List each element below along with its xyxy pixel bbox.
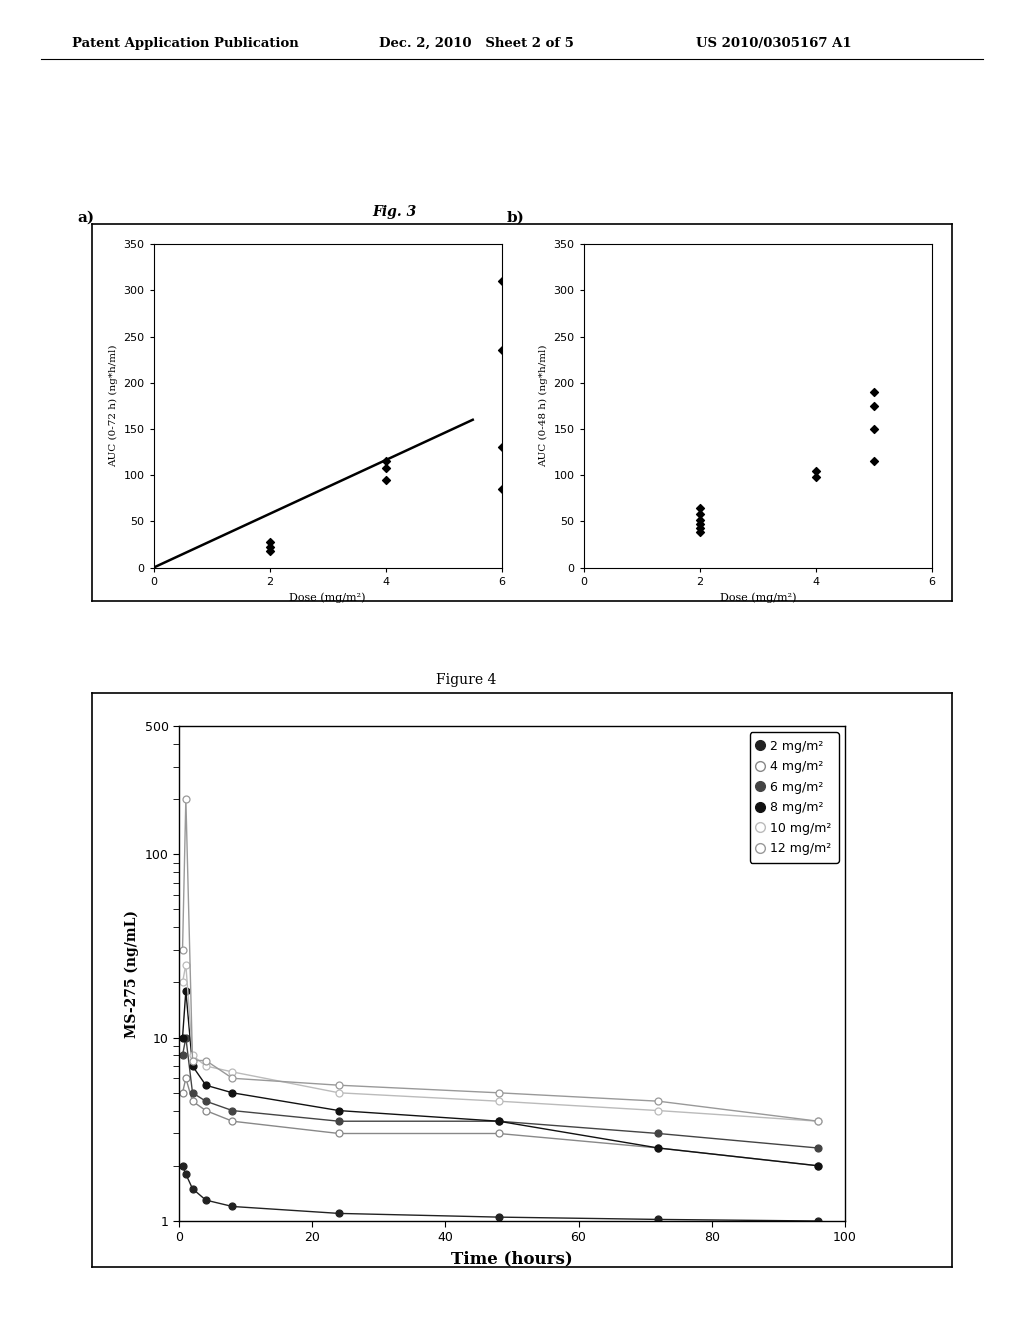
2 mg/m² <box>186 1181 199 1197</box>
12 mg/m² <box>200 1052 212 1068</box>
12 mg/m² <box>493 1085 505 1101</box>
6 mg/m² <box>186 1085 199 1101</box>
6 mg/m² <box>226 1102 239 1118</box>
Line: 4 mg/m²: 4 mg/m² <box>179 1074 821 1170</box>
8 mg/m² <box>652 1140 665 1156</box>
Text: a): a) <box>77 211 94 224</box>
Point <box>865 381 882 403</box>
Text: Dec. 2, 2010   Sheet 2 of 5: Dec. 2, 2010 Sheet 2 of 5 <box>379 37 573 50</box>
Point <box>691 517 708 539</box>
4 mg/m² <box>200 1102 212 1118</box>
Point <box>865 396 882 417</box>
10 mg/m² <box>176 974 188 990</box>
Text: US 2010/0305167 A1: US 2010/0305167 A1 <box>696 37 852 50</box>
4 mg/m² <box>180 1071 193 1086</box>
10 mg/m² <box>186 1048 199 1064</box>
2 mg/m² <box>200 1192 212 1208</box>
8 mg/m² <box>180 983 193 999</box>
Line: 2 mg/m²: 2 mg/m² <box>179 1163 821 1225</box>
Point <box>261 540 278 561</box>
12 mg/m² <box>333 1077 345 1093</box>
Text: b): b) <box>507 211 525 224</box>
X-axis label: Dose (mg/m²): Dose (mg/m²) <box>290 593 366 603</box>
6 mg/m² <box>176 1048 188 1064</box>
2 mg/m² <box>812 1213 824 1229</box>
Point <box>691 521 708 543</box>
Point <box>261 537 278 558</box>
4 mg/m² <box>186 1093 199 1109</box>
12 mg/m² <box>180 791 193 807</box>
6 mg/m² <box>812 1140 824 1156</box>
2 mg/m² <box>652 1212 665 1228</box>
Point <box>494 341 510 362</box>
Point <box>494 437 510 458</box>
6 mg/m² <box>333 1113 345 1129</box>
12 mg/m² <box>226 1071 239 1086</box>
6 mg/m² <box>200 1093 212 1109</box>
Point <box>865 451 882 473</box>
Legend: 2 mg/m², 4 mg/m², 6 mg/m², 8 mg/m², 10 mg/m², 12 mg/m²: 2 mg/m², 4 mg/m², 6 mg/m², 8 mg/m², 10 m… <box>750 733 839 863</box>
12 mg/m² <box>652 1093 665 1109</box>
X-axis label: Time (hours): Time (hours) <box>452 1250 572 1267</box>
4 mg/m² <box>176 1085 188 1101</box>
Line: 10 mg/m²: 10 mg/m² <box>179 961 821 1125</box>
8 mg/m² <box>493 1113 505 1129</box>
Point <box>378 451 394 473</box>
8 mg/m² <box>333 1102 345 1118</box>
6 mg/m² <box>652 1126 665 1142</box>
Line: 6 mg/m²: 6 mg/m² <box>179 1034 821 1151</box>
10 mg/m² <box>200 1059 212 1074</box>
Line: 8 mg/m²: 8 mg/m² <box>179 987 821 1170</box>
4 mg/m² <box>493 1126 505 1142</box>
2 mg/m² <box>226 1199 239 1214</box>
Point <box>691 498 708 519</box>
Y-axis label: AUC (0-48 h) (ng*h/ml): AUC (0-48 h) (ng*h/ml) <box>539 345 548 467</box>
Line: 12 mg/m²: 12 mg/m² <box>179 796 821 1125</box>
2 mg/m² <box>176 1158 188 1173</box>
8 mg/m² <box>226 1085 239 1101</box>
10 mg/m² <box>226 1064 239 1080</box>
Text: Patent Application Publication: Patent Application Publication <box>72 37 298 50</box>
Y-axis label: AUC (0-72 h) (ng*h/ml): AUC (0-72 h) (ng*h/ml) <box>109 345 118 467</box>
2 mg/m² <box>333 1205 345 1221</box>
6 mg/m² <box>180 1030 193 1045</box>
Point <box>808 461 824 482</box>
Text: Fig. 3: Fig. 3 <box>372 205 417 219</box>
10 mg/m² <box>812 1113 824 1129</box>
Point <box>494 479 510 500</box>
2 mg/m² <box>180 1167 193 1183</box>
4 mg/m² <box>333 1126 345 1142</box>
10 mg/m² <box>652 1102 665 1118</box>
4 mg/m² <box>652 1140 665 1156</box>
Text: Figure 4: Figure 4 <box>436 673 496 688</box>
6 mg/m² <box>493 1113 505 1129</box>
10 mg/m² <box>493 1093 505 1109</box>
2 mg/m² <box>493 1209 505 1225</box>
Point <box>808 466 824 487</box>
4 mg/m² <box>812 1158 824 1173</box>
Point <box>494 271 510 292</box>
Point <box>691 503 708 524</box>
4 mg/m² <box>226 1113 239 1129</box>
Point <box>378 457 394 478</box>
8 mg/m² <box>812 1158 824 1173</box>
X-axis label: Dose (mg/m²): Dose (mg/m²) <box>720 593 796 603</box>
8 mg/m² <box>186 1059 199 1074</box>
10 mg/m² <box>333 1085 345 1101</box>
Point <box>691 513 708 535</box>
8 mg/m² <box>200 1077 212 1093</box>
Point <box>261 531 278 552</box>
12 mg/m² <box>186 1052 199 1068</box>
Point <box>378 470 394 491</box>
12 mg/m² <box>176 942 188 958</box>
8 mg/m² <box>176 1030 188 1045</box>
Y-axis label: MS-275 (ng/mL): MS-275 (ng/mL) <box>125 909 139 1038</box>
12 mg/m² <box>812 1113 824 1129</box>
Point <box>691 510 708 531</box>
10 mg/m² <box>180 957 193 973</box>
Point <box>865 418 882 440</box>
